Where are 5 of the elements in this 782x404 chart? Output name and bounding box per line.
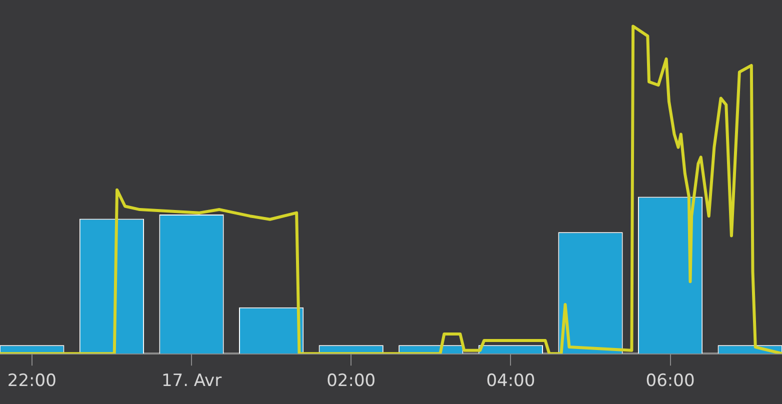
x-tick-label: 06:00 <box>646 371 695 392</box>
x-tick-label: 04:00 <box>486 371 536 392</box>
x-tick-label: 02:00 <box>326 371 376 392</box>
x-tick-label: 17. Avr <box>161 371 222 392</box>
x-tick-label: 22:00 <box>7 371 56 392</box>
